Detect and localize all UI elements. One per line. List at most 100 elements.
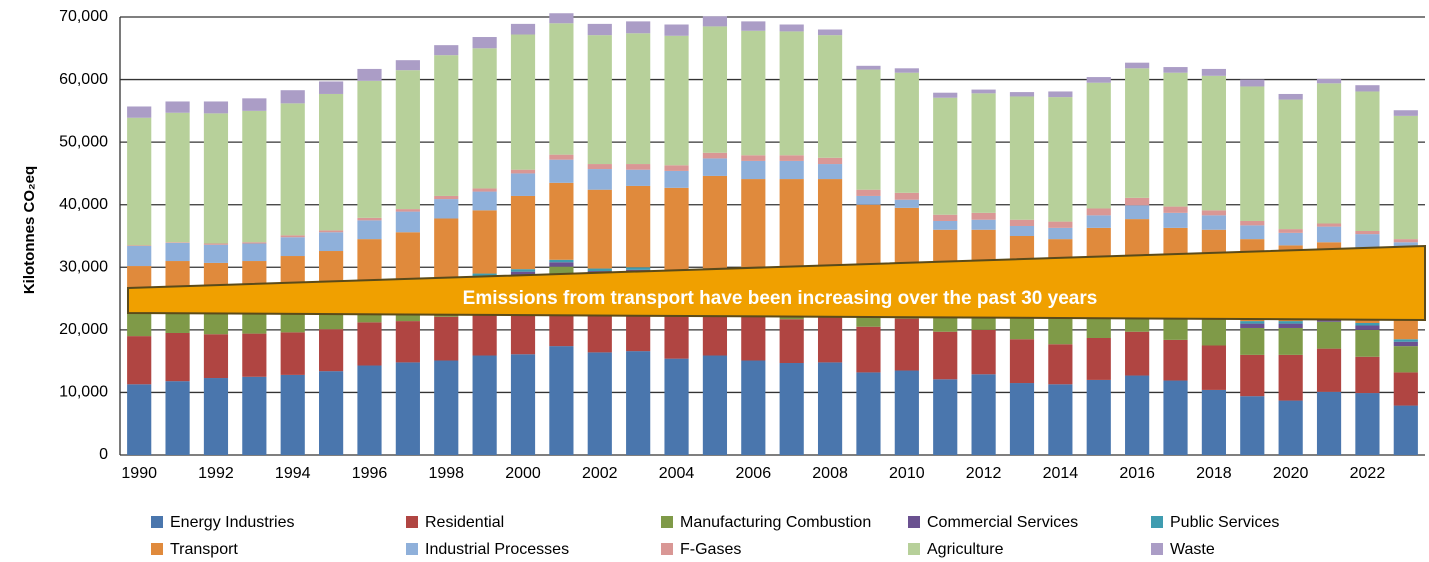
bar-segment: [587, 268, 612, 272]
bar-segment: [894, 199, 919, 208]
x-tick-label: 2014: [1043, 465, 1079, 482]
bar-segment: [280, 235, 305, 238]
x-tick-label: 2004: [659, 465, 695, 482]
bar-segment: [1048, 91, 1073, 98]
bar-segment: [280, 374, 305, 455]
bar-segment: [549, 262, 574, 267]
bar-segment: [510, 271, 536, 277]
bar-segment: [357, 365, 382, 455]
bar-segment: [1086, 379, 1111, 455]
bar-segment: [510, 34, 536, 170]
bar-segment: [1278, 400, 1303, 455]
bar-segment: [1316, 348, 1342, 392]
x-tick-label: 1992: [198, 465, 234, 482]
x-tick-label: 2006: [736, 465, 772, 482]
bar-segment: [817, 179, 843, 275]
bar-segment: [395, 321, 420, 363]
bar-segment: [1355, 356, 1380, 394]
legend-label: Residential: [425, 514, 504, 531]
bar-segment: [971, 93, 996, 213]
bar-segment: [587, 352, 612, 455]
bar-segment: [1009, 96, 1035, 220]
x-tick-label: 2022: [1350, 465, 1386, 482]
y-tick-label: 10,000: [59, 384, 108, 401]
bar-segment: [510, 310, 536, 355]
x-tick-label: 1994: [275, 465, 311, 482]
bar-segment: [1240, 327, 1265, 355]
bar-segment: [127, 117, 152, 246]
bar-segment: [817, 164, 843, 180]
bar-segment: [1201, 215, 1226, 230]
bar-segment: [549, 346, 574, 455]
legend-swatch: [406, 543, 418, 555]
bar-segment: [741, 179, 766, 274]
bar-segment: [587, 169, 612, 190]
bar-segment: [933, 97, 958, 215]
bar-segment: [971, 329, 996, 375]
bar-segment: [1393, 341, 1418, 347]
bar-segment: [702, 16, 728, 27]
bar-segment: [1125, 197, 1150, 206]
bar-segment: [971, 374, 996, 455]
x-tick-label: 2002: [582, 465, 618, 482]
annotation-banner: [127, 244, 1426, 322]
legend-label: Energy Industries: [170, 514, 295, 531]
bar-segment: [664, 24, 689, 36]
bar-segment: [626, 33, 651, 165]
bar-segment: [319, 93, 344, 231]
bar-segment: [434, 316, 459, 361]
bar-segment: [1355, 329, 1380, 357]
bar-segment: [741, 155, 766, 161]
bar-segment: [242, 110, 267, 243]
bar-segment: [127, 245, 152, 247]
bar-segment: [1316, 321, 1342, 349]
bar-segment: [434, 195, 459, 200]
bar-segment: [1355, 325, 1380, 330]
bar-segment: [933, 214, 958, 221]
bar-segment: [1240, 225, 1265, 240]
bar-segment: [203, 243, 229, 245]
bar-segment: [319, 81, 344, 94]
bar-segment: [1240, 220, 1265, 226]
bar-segment: [1048, 384, 1073, 455]
bar-segment: [971, 212, 996, 220]
bar-segment: [1316, 223, 1342, 227]
y-tick-label: 20,000: [59, 321, 108, 338]
bar-segment: [357, 217, 382, 221]
bar-segment: [1163, 212, 1188, 228]
bar-segment: [549, 182, 574, 260]
bar-segment: [779, 24, 804, 32]
bar-segment: [1393, 346, 1418, 373]
bar-segment: [1009, 383, 1035, 455]
bar-segment: [856, 326, 881, 373]
bar-segment: [894, 68, 919, 73]
bar-segment: [779, 319, 804, 364]
bar-segment: [1278, 321, 1303, 324]
bar-segment: [242, 376, 267, 455]
bar-segment: [779, 160, 804, 180]
bar-segment: [626, 169, 651, 186]
legend-label: Industrial Processes: [425, 541, 569, 558]
bar-segment: [894, 192, 919, 200]
bar-segment: [280, 103, 305, 236]
bar-segment: [280, 332, 305, 375]
x-tick-label: 2008: [812, 465, 848, 482]
bar-segment: [472, 188, 497, 192]
x-tick-label: 1996: [352, 465, 388, 482]
bar-segment: [242, 333, 267, 377]
bar-segment: [817, 29, 843, 36]
bar-segment: [626, 164, 651, 170]
bar-segment: [127, 336, 152, 385]
bar-segment: [894, 370, 919, 455]
bar-segment: [1355, 91, 1380, 231]
legend-label: F-Gases: [680, 541, 741, 558]
bar-segment: [1201, 75, 1226, 211]
bar-segment: [280, 237, 305, 257]
x-tick-label: 1998: [428, 465, 464, 482]
bar-segment: [933, 220, 958, 230]
bar-segment: [1240, 354, 1265, 397]
bar-segment: [741, 21, 766, 31]
x-tick-label: 2010: [889, 465, 925, 482]
bar-segment: [1240, 86, 1265, 221]
bar-segment: [1316, 83, 1342, 224]
